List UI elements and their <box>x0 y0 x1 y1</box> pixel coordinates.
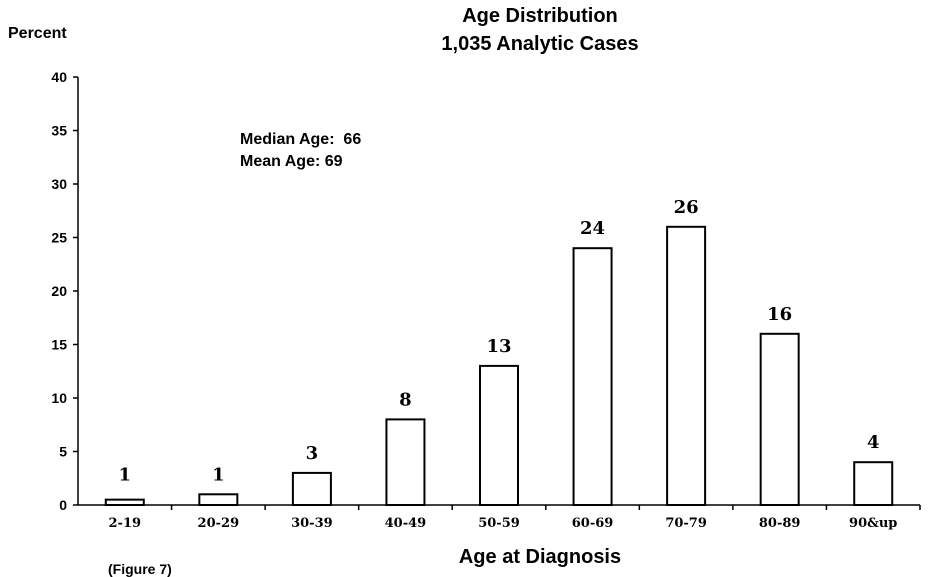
bar <box>198 493 239 506</box>
annotation-mean-age: Mean Age: 69 <box>240 153 343 170</box>
x-tick-label: 40-49 <box>385 516 427 531</box>
bar-data-label: 8 <box>399 389 412 410</box>
chart-title: Age Distribution <box>462 5 618 27</box>
bar <box>291 471 332 506</box>
y-tick-label: 5 <box>59 444 67 460</box>
x-tick-label: 60-69 <box>572 516 614 531</box>
x-tick-label: 70-79 <box>665 516 707 531</box>
y-tick-label: 10 <box>51 390 67 406</box>
x-tick-label: 50-59 <box>478 516 520 531</box>
bar-data-label: 4 <box>867 432 880 453</box>
figure-footnote: (Figure 7) <box>108 561 172 577</box>
y-tick-label: 35 <box>51 123 67 139</box>
bar-data-label: 24 <box>580 218 605 239</box>
bar-data-label: 13 <box>486 336 511 357</box>
x-axis-label: Age at Diagnosis <box>459 546 621 568</box>
y-tick-label: 0 <box>59 497 67 513</box>
x-tick-label: 30-39 <box>291 516 333 531</box>
bar-data-label: 16 <box>767 304 792 325</box>
y-tick-label: 40 <box>51 69 67 85</box>
y-tick-label: 25 <box>51 230 67 246</box>
bar-data-label: 1 <box>119 464 132 485</box>
x-tick-label: 90&up <box>849 516 897 531</box>
bar-data-label: 3 <box>306 443 319 464</box>
y-tick-label: 30 <box>51 176 67 192</box>
y-axis-label: Percent <box>8 25 67 42</box>
annotation-median-age: Median Age: 66 <box>240 131 361 148</box>
chart-subtitle: 1,035 Analytic Cases <box>441 33 638 55</box>
y-tick-label: 20 <box>51 283 67 299</box>
bar <box>104 498 145 506</box>
bar <box>385 418 426 506</box>
bar <box>666 225 707 507</box>
bar-data-label: 26 <box>674 197 699 218</box>
bar <box>759 332 800 506</box>
x-tick-label: 2-19 <box>109 516 142 531</box>
plot-area: 0 5 10 15 20 25 30 35 40 1 2-19 1 20-29 3 30-39 8 40-49 1… <box>51 69 921 531</box>
x-tick-label: 80-89 <box>759 516 801 531</box>
bar <box>572 247 613 506</box>
x-tick-label: 20-29 <box>198 516 240 531</box>
y-tick-label: 15 <box>51 337 67 353</box>
bar-data-label: 1 <box>212 464 225 485</box>
bar <box>853 461 894 507</box>
bar <box>479 364 519 506</box>
